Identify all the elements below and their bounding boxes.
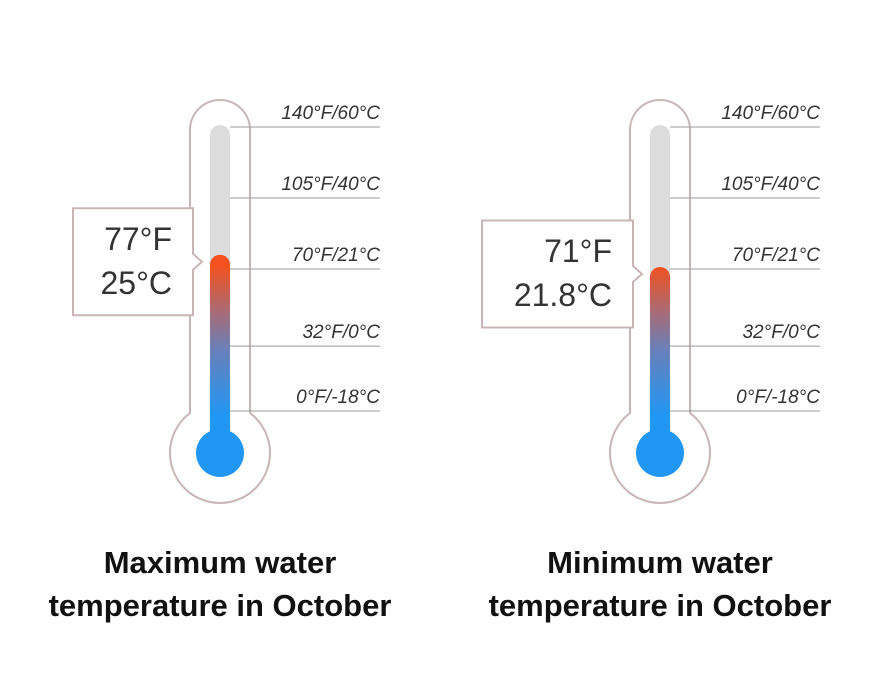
tick-label: 140°F/60°C [281, 103, 380, 124]
reading-secondary: 25°C [101, 265, 173, 301]
bulb [636, 429, 684, 477]
title: Maximum water [104, 545, 337, 580]
bulb [196, 429, 244, 477]
tick-label: 0°F/-18°C [736, 387, 820, 408]
tick-label: 0°F/-18°C [296, 387, 380, 408]
tick-label: 140°F/60°C [721, 103, 820, 124]
reading-primary: 71°F [544, 233, 612, 269]
title: temperature in October [489, 588, 832, 623]
temperature-fill [650, 266, 670, 453]
callout [72, 207, 204, 317]
callout [481, 219, 644, 329]
title: Minimum water [547, 545, 773, 580]
thermometer: 140°F/60°C 105°F/40°C 70°F/21°C 32°F/0°C 0°F… [481, 99, 832, 623]
thermometer: 140°F/60°C 105°F/40°C 70°F/21°C 32°F/0°C 0°F… [49, 99, 392, 623]
tick-label: 32°F/0°C [742, 322, 820, 343]
reading-primary: 77°F [104, 221, 172, 257]
tick-label: 105°F/40°C [721, 174, 820, 195]
temperature-fill [210, 254, 230, 453]
tick-label: 105°F/40°C [281, 174, 380, 195]
tick-label: 32°F/0°C [302, 322, 380, 343]
reading-secondary: 21.8°C [514, 277, 612, 313]
tick-label: 70°F/21°C [732, 245, 820, 266]
tick-label: 70°F/21°C [292, 245, 380, 266]
title: temperature in October [49, 588, 392, 623]
